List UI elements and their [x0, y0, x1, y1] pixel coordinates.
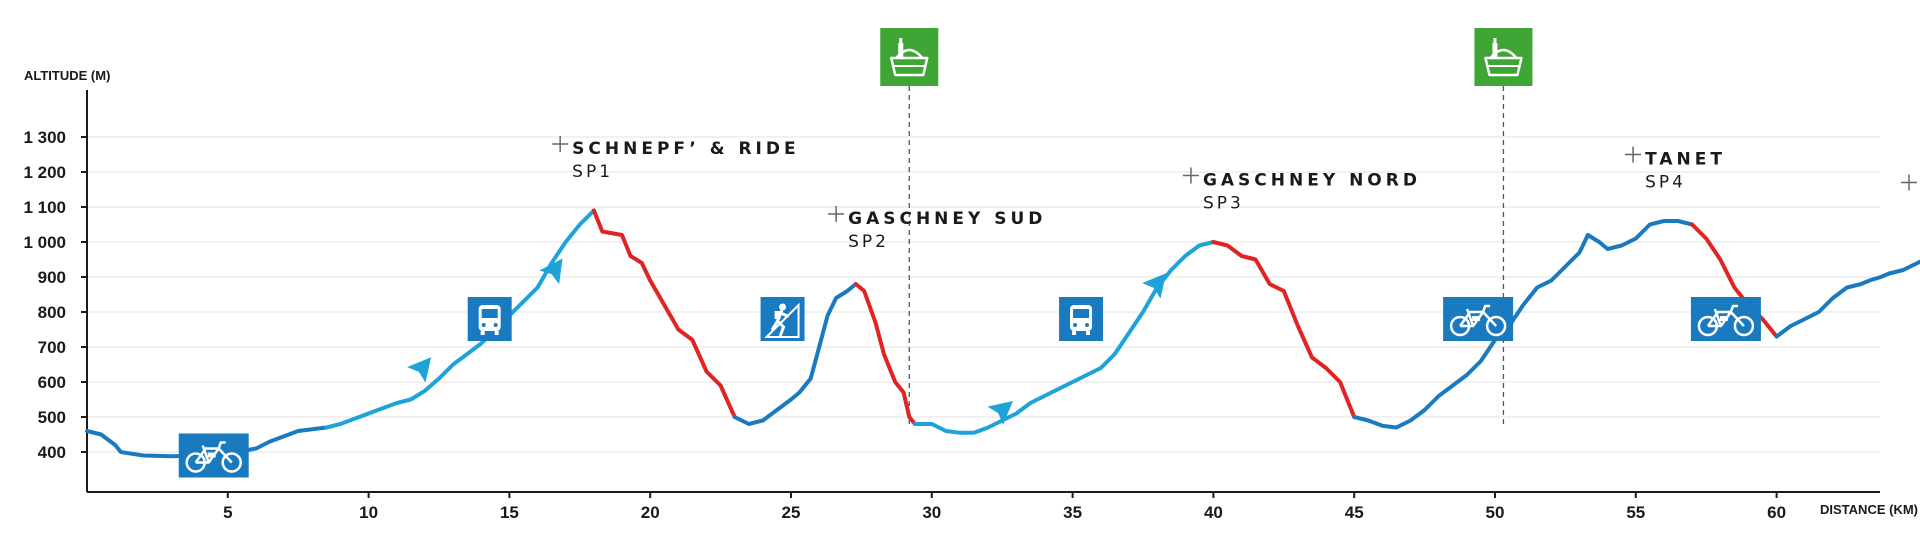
bus-wheel — [1086, 331, 1091, 335]
checkpoints: SCHNEPF’ & RIDE SP1 GASCHNEY SUD SP2 GASCHNE… — [552, 136, 1918, 252]
bottle-shape — [1492, 43, 1498, 58]
checkpoint-name: SCHNEPF’ & RIDE — [572, 139, 799, 159]
checkpoint-marker-icon — [828, 206, 845, 222]
y-tick-label: 1 000 — [23, 233, 66, 252]
y-tick-label: 900 — [38, 268, 66, 287]
bike-battery — [207, 452, 216, 458]
profile-segment-pedal — [732, 282, 858, 426]
axes — [86, 90, 1880, 493]
arrow-head — [539, 258, 563, 285]
bike-battery — [1472, 316, 1481, 321]
ebike-icon — [1443, 297, 1514, 341]
profile-segment-descent — [591, 208, 737, 419]
checkpoint-code: SP1 — [572, 162, 613, 182]
profile-segment-pedal — [1352, 219, 1695, 430]
bike-frame — [194, 441, 233, 464]
bus-wheel — [494, 331, 499, 335]
ebike-icon — [1690, 297, 1761, 341]
bus-light — [1085, 323, 1090, 327]
y-tick-label: 1 100 — [23, 198, 66, 217]
lift-arrow-icon — [987, 401, 1013, 425]
basket-body — [1484, 56, 1523, 77]
profile-segment-descent — [853, 282, 917, 426]
climber-icon — [760, 297, 805, 341]
x-tick-label: 60 — [1767, 503, 1786, 522]
picnic-basket-icon — [880, 28, 939, 86]
climber-backpack — [774, 311, 781, 319]
arrow-head — [987, 401, 1013, 425]
lift-arrow-icon — [539, 258, 563, 285]
checkpoint-marker-icon — [552, 136, 569, 152]
y-tick-label: 1 200 — [23, 163, 66, 182]
bus-icon — [467, 297, 512, 341]
lift-arrow-icon — [1142, 273, 1167, 299]
checkpoint-name: GASCHNEY SUD — [848, 209, 1046, 229]
bus-light — [1073, 323, 1078, 327]
profile-segment-lift — [324, 208, 596, 430]
x-tick-label: 5 — [223, 503, 232, 522]
altitude-profile — [85, 208, 1920, 459]
feed-zone-guides — [908, 86, 1505, 428]
picnic-basket-icon — [1474, 28, 1533, 86]
basket-body — [890, 56, 929, 77]
x-tick-label: 20 — [641, 503, 660, 522]
profile-segment-pedal — [1774, 259, 1920, 339]
bus-light — [481, 323, 486, 327]
x-tick-label: 25 — [782, 503, 801, 522]
bus-window — [1073, 309, 1090, 318]
checkpoint-marker-icon — [1182, 167, 1199, 184]
bike-frame — [1459, 304, 1498, 328]
bus-icon — [1059, 297, 1104, 341]
bike-wheel — [1733, 315, 1755, 337]
bottle-neck — [1493, 38, 1497, 44]
y-tick-label: 1 300 — [23, 128, 66, 147]
climber-head — [779, 303, 787, 311]
transport-mode-icons — [178, 297, 1761, 478]
y-tick-label: 500 — [38, 408, 66, 427]
bus-wheel — [480, 331, 485, 335]
feed-zone-icons — [880, 28, 1533, 86]
y-tick-label: 700 — [38, 338, 66, 357]
checkpoint-name: TANET — [1645, 150, 1726, 170]
bottle-neck — [899, 38, 903, 44]
bike-battery — [1719, 316, 1728, 321]
y-axis-title: ALTITUDE (M) — [24, 68, 110, 83]
bike-wheel — [1485, 315, 1507, 337]
y-tick-label: 400 — [38, 443, 66, 462]
x-tick-label: 40 — [1204, 503, 1223, 522]
x-tick-label: 50 — [1486, 503, 1505, 522]
x-tick-label: 15 — [500, 503, 519, 522]
arrow-head — [407, 357, 432, 383]
x-tick-label: 55 — [1626, 503, 1645, 522]
lift-direction-arrows — [407, 258, 1167, 425]
lift-arrow-icon — [407, 357, 432, 383]
tick-labels: 400 500 600 700 800 900 1 000 1 100 1 200 1 300 5 1… — [23, 128, 1786, 522]
bike-wheel — [221, 452, 242, 473]
climb-slope — [764, 302, 800, 338]
checkpoint-code: SP3 — [1203, 194, 1244, 214]
bottle-shape — [898, 43, 904, 58]
profile-segment-descent — [1211, 240, 1357, 419]
checkpoint-marker-icon — [1901, 174, 1918, 191]
bus-light — [493, 323, 498, 327]
bus-window — [481, 309, 498, 318]
bus-wheel — [1072, 331, 1077, 335]
x-tick-label: 45 — [1345, 503, 1364, 522]
x-axis-title: DISTANCE (KM) — [1820, 502, 1918, 517]
arrow-head — [1142, 273, 1167, 299]
ebike-icon — [178, 433, 249, 478]
profile-segment-descent — [1690, 222, 1779, 339]
checkpoint-code: SP4 — [1645, 173, 1686, 193]
checkpoint-name: GASCHNEY NORD — [1203, 171, 1421, 191]
y-tick-label: 800 — [38, 303, 66, 322]
x-tick-label: 10 — [359, 503, 378, 522]
checkpoint-code: SP2 — [848, 232, 889, 252]
x-tick-label: 35 — [1063, 503, 1082, 522]
checkpoint-marker-icon — [1625, 146, 1642, 163]
x-tick-label: 30 — [922, 503, 941, 522]
bike-frame — [1706, 304, 1745, 328]
grid-lines — [87, 136, 1880, 453]
y-tick-label: 600 — [38, 373, 66, 392]
